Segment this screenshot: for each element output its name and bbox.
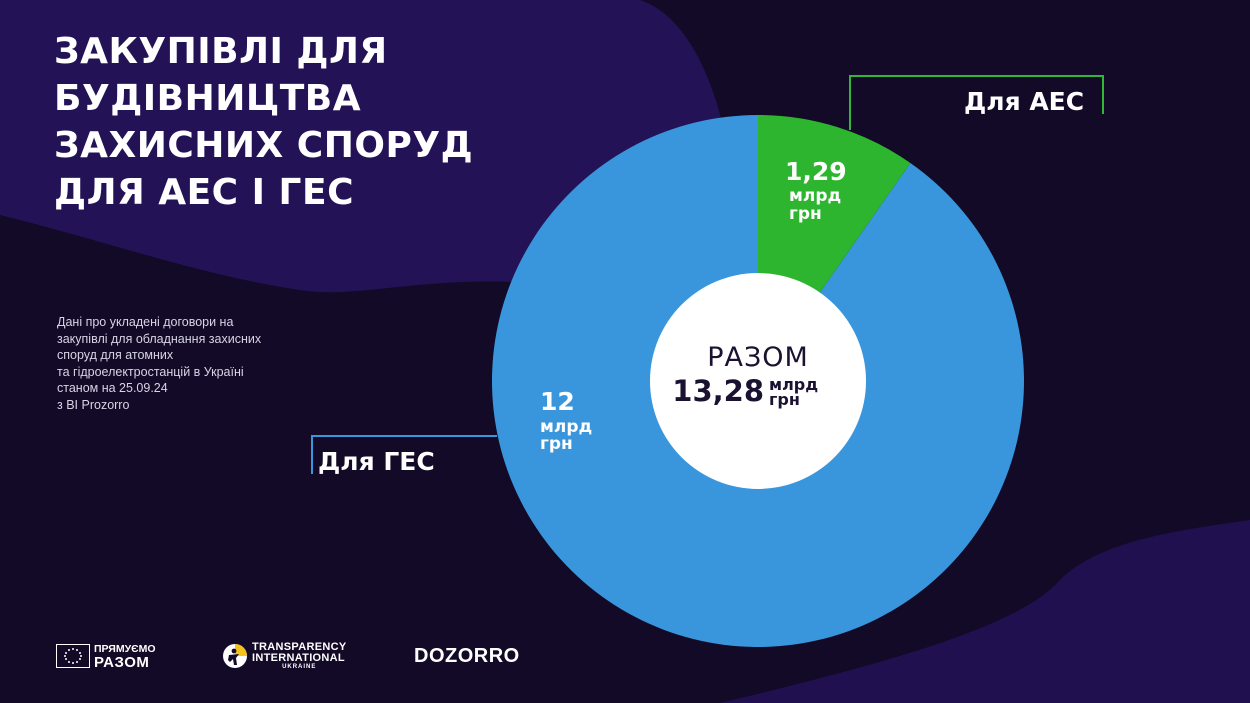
note-line-5: станом на 25.09.24: [57, 381, 168, 395]
logo-dozorro: DOZORRO: [414, 640, 520, 672]
note-line-2: закупівлі для обладнання захисних: [57, 331, 262, 346]
hes-value-label: 12: [540, 387, 575, 416]
eu-logo-line-1: ПРЯМУЄМО: [94, 643, 156, 655]
title-line-2: ЗАХИСНИХ СПОРУД: [54, 125, 474, 166]
aes-value-label: 1,29: [785, 157, 847, 186]
hes-unit-line-1: млрд: [540, 417, 592, 437]
note-line-1: Дані про укладені договори на: [57, 315, 234, 329]
ti-logo-line-1: TRANSPARENCY: [252, 640, 347, 653]
ti-figure-icon: [223, 644, 247, 668]
note-line-3: споруд для атомних: [57, 348, 174, 362]
logo-transparency-international: TRANSPARENCY INTERNATIONAL UKRAINE: [222, 640, 346, 672]
eu-stars-flag-icon: [56, 644, 90, 668]
total-unit-line-1: млрд: [769, 375, 818, 394]
donut-center: [650, 273, 866, 489]
logo-pryamuemo-razom: ПРЯМУЄМО РАЗОМ: [56, 640, 156, 672]
aes-legend-label: Для АЕС: [964, 87, 1084, 116]
aes-leader-line: [849, 75, 1104, 130]
note-line-4: та гідроелектростанцій в Україні: [57, 364, 244, 379]
total-caption: РАЗОМ: [707, 342, 809, 373]
total-value: 13,28: [672, 374, 764, 408]
source-note: Дані про укладені договори на закупівлі …: [57, 314, 317, 413]
eu-logo-line-2: РАЗОМ: [94, 654, 150, 671]
aes-unit-line-2: грн: [789, 204, 822, 224]
note-line-6: з BI Prozorro: [57, 397, 130, 412]
title-line-3: ДЛЯ АЕС І ГЕС: [54, 172, 355, 213]
hes-unit-line-2: грн: [540, 434, 573, 454]
dozorro-logo-text: DOZORRO: [414, 644, 520, 667]
title-line-1: ЗАКУПІВЛІ ДЛЯ БУДІВНИЦТВА: [54, 31, 388, 119]
hes-legend-label: Для ГЕС: [318, 447, 435, 476]
aes-unit-line-1: млрд: [789, 186, 841, 206]
ti-logo-line-3: UKRAINE: [282, 663, 317, 670]
hes-leader-line: [311, 435, 497, 474]
ti-logo-line-2: INTERNATIONAL: [252, 651, 345, 664]
page-title: ЗАКУПІВЛІ ДЛЯ БУДІВНИЦТВА ЗАХИСНИХ СПОРУ…: [54, 28, 674, 216]
total-unit-line-2: грн: [769, 390, 800, 409]
background-wave-bottom: [720, 520, 1250, 703]
